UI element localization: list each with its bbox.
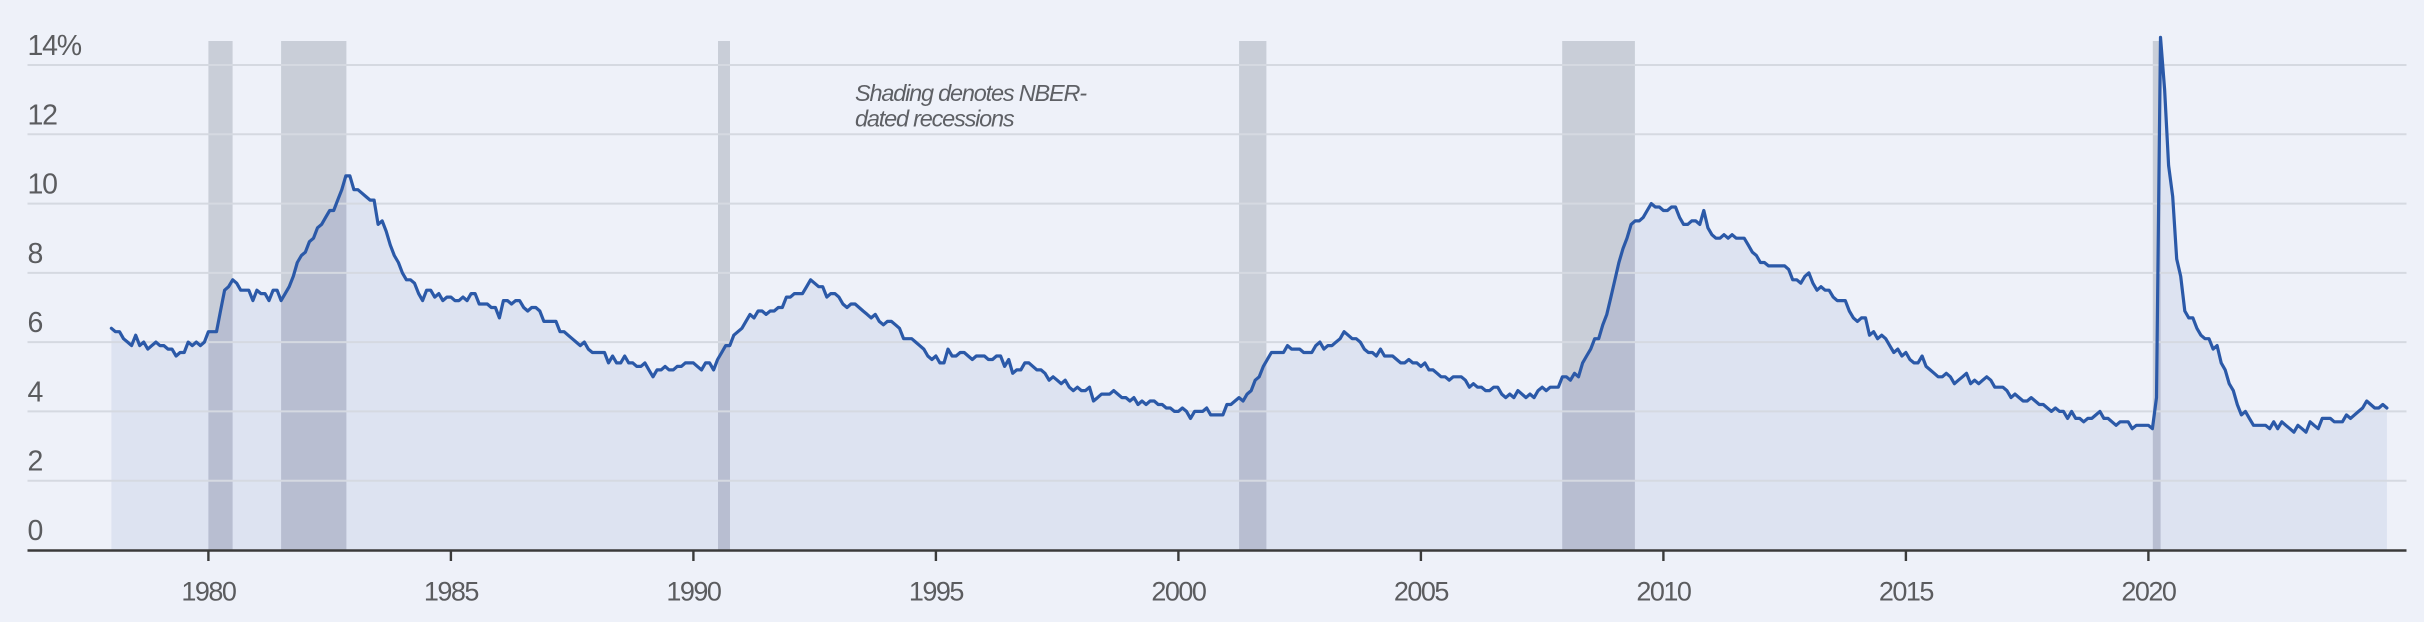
svg-text:12: 12 bbox=[28, 99, 58, 131]
svg-text:2015: 2015 bbox=[1879, 577, 1934, 607]
svg-text:2000: 2000 bbox=[1151, 577, 1206, 607]
svg-text:2: 2 bbox=[28, 446, 43, 478]
svg-text:10: 10 bbox=[28, 169, 58, 201]
svg-text:2020: 2020 bbox=[2121, 577, 2176, 607]
svg-text:1985: 1985 bbox=[424, 577, 479, 607]
svg-text:14%: 14% bbox=[28, 30, 82, 62]
svg-text:8: 8 bbox=[28, 238, 43, 270]
svg-text:1995: 1995 bbox=[909, 577, 964, 607]
svg-text:1980: 1980 bbox=[181, 577, 236, 607]
svg-text:1990: 1990 bbox=[666, 577, 721, 607]
svg-text:2005: 2005 bbox=[1394, 577, 1449, 607]
svg-text:dated recessions: dated recessions bbox=[855, 105, 1015, 131]
svg-text:Shading denotes NBER-: Shading denotes NBER- bbox=[855, 80, 1087, 106]
svg-text:6: 6 bbox=[28, 307, 43, 339]
svg-text:4: 4 bbox=[28, 376, 44, 408]
svg-text:2010: 2010 bbox=[1636, 577, 1691, 607]
svg-text:0: 0 bbox=[28, 515, 43, 547]
